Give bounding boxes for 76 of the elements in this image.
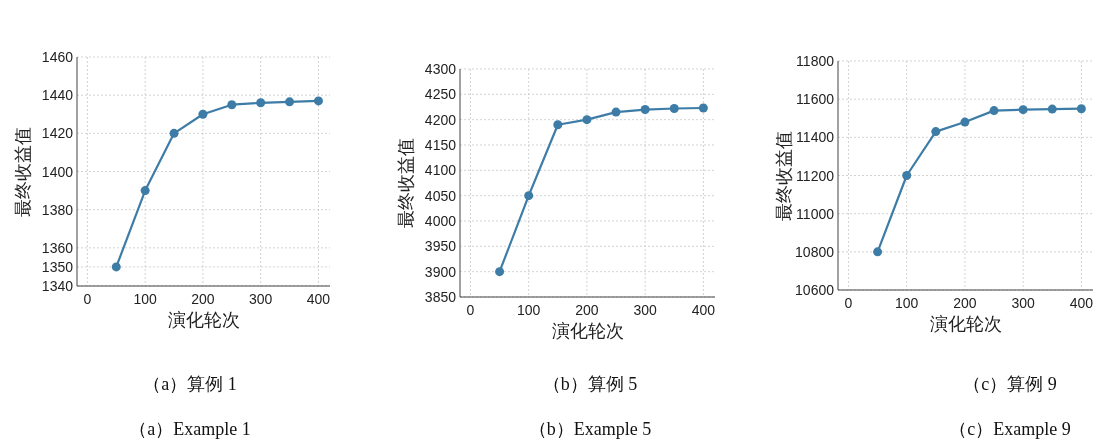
point — [1047, 104, 1057, 114]
point — [169, 128, 179, 138]
y-tick-label: 1360 — [41, 239, 74, 256]
point — [313, 96, 323, 106]
x-tick-label: 100 — [895, 295, 919, 311]
y-tick-label: 1460 — [41, 49, 74, 65]
x-tick-label: 100 — [133, 291, 158, 307]
x-axis-title: 演化轮次 — [929, 314, 1002, 334]
y-tick-label: 4150 — [424, 137, 457, 153]
text: （c）算例 9 — [963, 374, 1057, 394]
x-tick-label: 200 — [191, 291, 215, 307]
x-tick-label: 0 — [844, 295, 853, 311]
y-tick-label: 1340 — [41, 278, 74, 294]
y-tick-label: 4100 — [424, 162, 457, 179]
x-tick-label: 300 — [633, 302, 658, 318]
x-tick-label: 200 — [575, 302, 599, 318]
y-tick-label: 10600 — [795, 282, 835, 298]
y-tick-label: 4000 — [424, 213, 457, 229]
y-tick-label: 4300 — [424, 61, 457, 77]
text: （a）算例 1 — [143, 374, 237, 394]
y-tick-label: 11600 — [796, 91, 835, 108]
y-tick-label: 11800 — [796, 53, 835, 69]
point — [669, 104, 679, 114]
point — [285, 97, 295, 107]
y-tick-label: 11000 — [796, 205, 835, 222]
y-axis-title: 最终收益值 — [396, 138, 416, 228]
point — [140, 186, 150, 196]
point — [227, 100, 237, 110]
text: （a）Example 1 — [129, 419, 251, 439]
x-tick-label: 300 — [249, 291, 273, 307]
y-tick-label: 3850 — [424, 289, 457, 305]
y-tick-label: 4050 — [424, 187, 457, 204]
y-tick-label: 4250 — [424, 86, 457, 103]
y-tick-label: 1440 — [41, 87, 74, 104]
point — [931, 127, 941, 137]
x-tick-label: 400 — [1069, 295, 1094, 311]
y-tick-label: 4200 — [424, 111, 457, 128]
point — [256, 98, 266, 108]
point — [1076, 104, 1086, 114]
y-tick-label: 1400 — [41, 163, 74, 180]
point — [524, 191, 534, 201]
text: （c）Example 9 — [949, 419, 1071, 439]
point — [960, 117, 970, 127]
y-tick-label: 11200 — [796, 167, 835, 184]
x-tick-label: 300 — [1011, 295, 1036, 311]
y-tick-label: 11400 — [796, 129, 835, 146]
x-tick-label: 100 — [517, 302, 541, 318]
y-tick-label: 1380 — [41, 201, 74, 218]
point — [611, 107, 621, 117]
x-axis-title: 演化轮次 — [551, 321, 624, 341]
text: （b）Example 5 — [528, 419, 652, 439]
point — [198, 109, 208, 119]
y-tick-label: 1420 — [41, 125, 74, 142]
y-tick-label: 1350 — [41, 258, 74, 275]
point — [640, 105, 650, 115]
x-tick-label: 400 — [306, 291, 331, 307]
x-axis-title: 演化轮次 — [167, 310, 240, 330]
point — [111, 262, 121, 272]
point — [582, 115, 592, 125]
y-tick-label: 3900 — [424, 263, 457, 280]
point — [902, 171, 912, 180]
point — [553, 120, 563, 130]
point — [698, 103, 708, 113]
x-tick-label: 200 — [953, 295, 977, 311]
point — [1018, 105, 1028, 115]
y-tick-label: 10800 — [795, 243, 835, 260]
y-axis-title: 最终收益值 — [13, 126, 33, 217]
point — [989, 106, 999, 116]
text: （b）算例 5 — [542, 374, 638, 394]
y-axis-title: 最终收益值 — [774, 130, 794, 221]
point — [873, 247, 883, 257]
y-tick-label: 3950 — [424, 238, 457, 255]
x-tick-label: 0 — [83, 291, 92, 307]
x-tick-label: 0 — [466, 302, 475, 318]
point — [495, 267, 505, 277]
x-tick-label: 400 — [691, 302, 716, 318]
